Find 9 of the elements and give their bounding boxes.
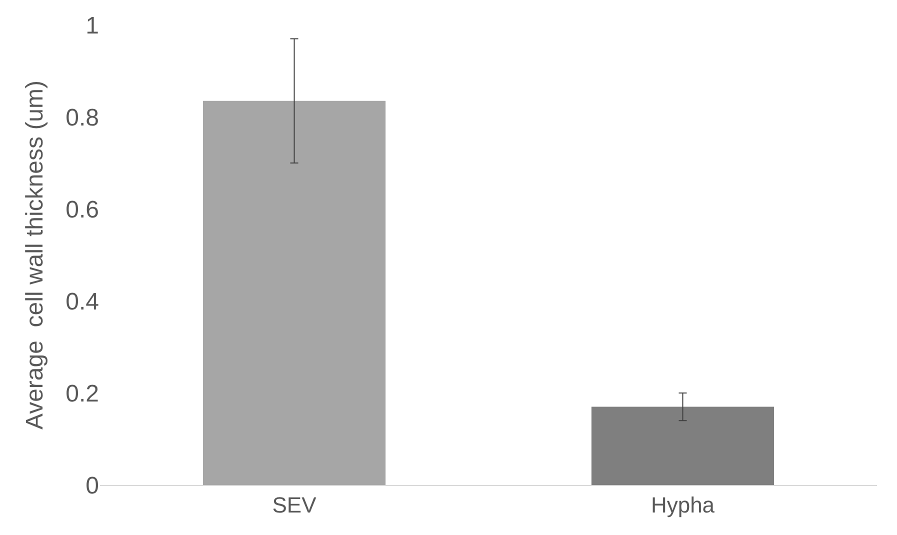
x-tick-label: Hypha (650, 492, 716, 518)
y-axis-title: Average cell wall thickness (um) (22, 80, 49, 430)
y-tick-label: 0.8 (66, 104, 99, 132)
x-tick-label: SEV (272, 492, 317, 518)
y-tick-label: 0.2 (66, 380, 99, 408)
y-tick-label: 0.4 (66, 288, 99, 316)
y-tick-label: 0.6 (66, 196, 99, 224)
y-tick-label: 0 (86, 472, 99, 500)
y-tick-label: 1 (86, 12, 99, 40)
